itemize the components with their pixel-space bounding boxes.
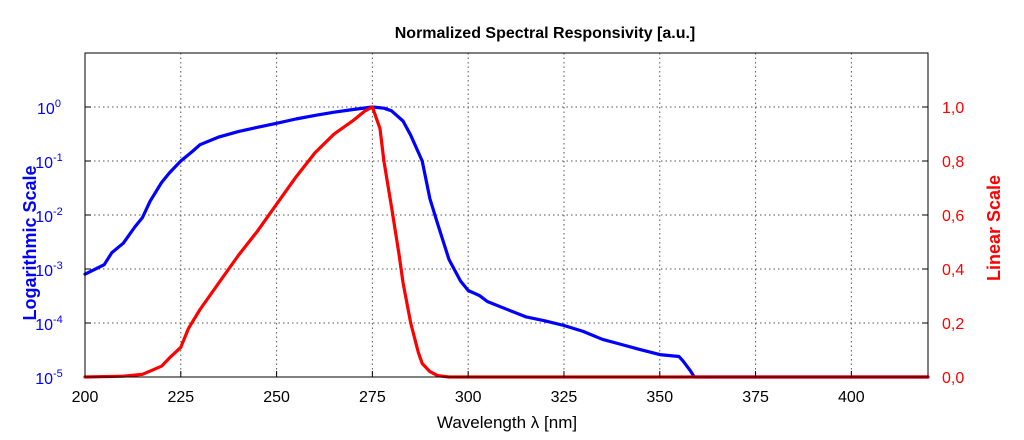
x-tick-label: 325 — [551, 389, 578, 406]
right-tick-label: 0,4 — [942, 262, 964, 279]
left-tick-label: 100 — [37, 98, 61, 118]
right-tick-label: 0,0 — [942, 370, 964, 387]
left-tick-label: 10-2 — [35, 206, 63, 226]
log-scale-series-line — [83, 105, 930, 379]
left-tick-base: 10 — [35, 317, 53, 334]
linear-scale-series-line — [83, 105, 930, 379]
left-tick-base: 10 — [35, 209, 53, 226]
left-tick-exponent: -1 — [53, 152, 63, 164]
left-tick-exponent: 0 — [55, 98, 61, 110]
left-tick-label: 10-1 — [35, 152, 63, 172]
x-tick-label: 350 — [646, 389, 673, 406]
x-axis-label: Wavelength λ [nm] — [437, 413, 577, 432]
x-tick-label: 275 — [359, 389, 386, 406]
right-tick-label: 0,8 — [942, 154, 964, 171]
x-tick-label: 300 — [455, 389, 482, 406]
left-tick-exponent: -4 — [53, 314, 63, 326]
left-tick-base: 10 — [37, 101, 55, 118]
left-tick-label: 10-5 — [35, 368, 63, 388]
left-tick-base: 10 — [35, 263, 53, 280]
x-axis-ticks: 200 225 250 275 300 325 350 375 400 — [72, 371, 865, 406]
left-tick-label: 10-3 — [35, 260, 63, 280]
left-tick-label: 10-4 — [35, 314, 63, 334]
left-tick-exponent: -2 — [53, 206, 63, 218]
right-tick-label: 1,0 — [942, 100, 964, 117]
x-tick-label: 250 — [263, 389, 290, 406]
left-tick-exponent: -3 — [53, 260, 63, 272]
x-tick-label: 225 — [167, 389, 194, 406]
right-axis-label: Linear Scale — [984, 175, 1004, 281]
right-axis-ticks: 1,0 0,8 0,6 0,4 0,2 0,0 — [922, 100, 964, 387]
plot-series — [83, 105, 930, 379]
left-tick-base: 10 — [35, 371, 53, 388]
left-axis-label: Logarithmic Scale — [20, 165, 40, 320]
right-tick-label: 0,6 — [942, 208, 964, 225]
x-tick-label: 375 — [742, 389, 769, 406]
left-tick-base: 10 — [35, 155, 53, 172]
chart-title: Normalized Spectral Responsivity [a.u.] — [395, 25, 696, 42]
grid-lines — [85, 53, 928, 377]
x-tick-label: 200 — [72, 389, 99, 406]
x-tick-label: 400 — [838, 389, 865, 406]
right-tick-label: 0,2 — [942, 316, 964, 333]
left-tick-exponent: -5 — [53, 368, 63, 380]
